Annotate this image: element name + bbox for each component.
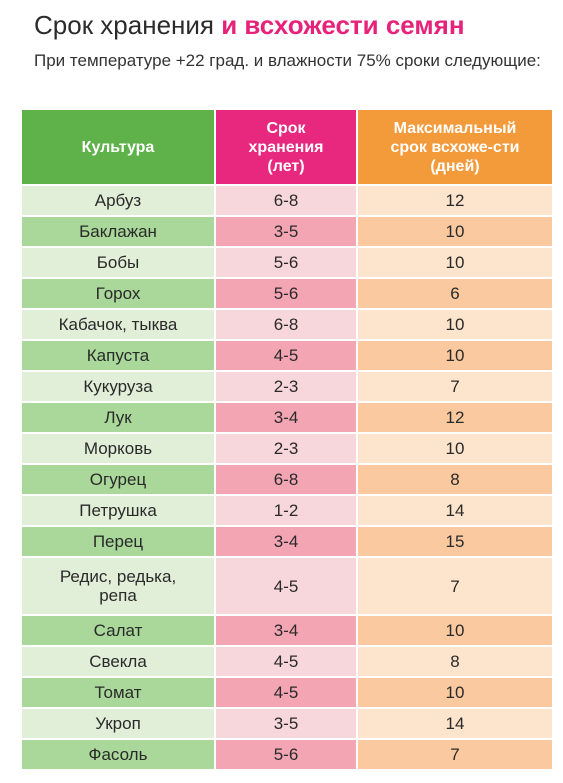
germination-days-cell: 8 bbox=[356, 463, 554, 496]
storage-years-cell: 2-3 bbox=[214, 370, 358, 403]
crop-cell: Петрушка bbox=[20, 494, 216, 527]
header-germination-days: Максимальный срок всхоже-сти (дней) bbox=[356, 108, 554, 186]
table-row: Петрушка 1-2 14 bbox=[20, 494, 554, 527]
storage-years-cell: 3-5 bbox=[214, 707, 358, 740]
table-row: Баклажан 3-5 10 bbox=[20, 215, 554, 248]
germination-days-cell: 15 bbox=[356, 525, 554, 558]
header-germination-days-text: Максимальный срок всхоже-сти (дней) bbox=[390, 119, 520, 175]
table-row: Кабачок, тыква 6-8 10 bbox=[20, 308, 554, 341]
table-row: Бобы 5-6 10 bbox=[20, 246, 554, 279]
header-storage-years: Срок хранения (лет) bbox=[214, 108, 358, 186]
header-crop: Культура bbox=[20, 108, 216, 186]
storage-years-cell: 1-2 bbox=[214, 494, 358, 527]
storage-years-cell: 4-5 bbox=[214, 339, 358, 372]
storage-years-cell: 5-6 bbox=[214, 246, 358, 279]
title-part-germination: и всхожести семян bbox=[221, 10, 465, 40]
table-row: Морковь 2-3 10 bbox=[20, 432, 554, 465]
seed-storage-table: Культура Срок хранения (лет) Максимальны… bbox=[20, 108, 554, 771]
crop-cell: Кабачок, тыква bbox=[20, 308, 216, 341]
crop-cell: Кукуруза bbox=[20, 370, 216, 403]
germination-days-cell: 10 bbox=[356, 215, 554, 248]
storage-years-cell: 3-4 bbox=[214, 525, 358, 558]
germination-days-cell: 6 bbox=[356, 277, 554, 310]
table-row: Фасоль 5-6 7 bbox=[20, 738, 554, 771]
table-row: Капуста 4-5 10 bbox=[20, 339, 554, 372]
germination-days-cell: 10 bbox=[356, 308, 554, 341]
storage-years-cell: 6-8 bbox=[214, 308, 358, 341]
storage-years-cell: 3-4 bbox=[214, 401, 358, 434]
germination-days-cell: 8 bbox=[356, 645, 554, 678]
table-row: Перец 3-4 15 bbox=[20, 525, 554, 558]
storage-years-cell: 5-6 bbox=[214, 277, 358, 310]
storage-years-cell: 4-5 bbox=[214, 556, 358, 616]
table-header-row: Культура Срок хранения (лет) Максимальны… bbox=[20, 108, 554, 186]
germination-days-cell: 10 bbox=[356, 432, 554, 465]
page-subtitle: При температуре +22 град. и влажности 75… bbox=[34, 51, 541, 70]
crop-cell: Капуста bbox=[20, 339, 216, 372]
crop-cell: Фасоль bbox=[20, 738, 216, 771]
storage-years-cell: 6-8 bbox=[214, 184, 358, 217]
table-row: Свекла 4-5 8 bbox=[20, 645, 554, 678]
table-row: Арбуз 6-8 12 bbox=[20, 184, 554, 217]
storage-years-cell: 3-5 bbox=[214, 215, 358, 248]
crop-cell: Свекла bbox=[20, 645, 216, 678]
table-row: Горох 5-6 6 bbox=[20, 277, 554, 310]
crop-cell: Редис, редька, репа bbox=[20, 556, 216, 616]
germination-days-cell: 14 bbox=[356, 494, 554, 527]
crop-cell: Огурец bbox=[20, 463, 216, 496]
storage-years-cell: 2-3 bbox=[214, 432, 358, 465]
crop-cell: Лук bbox=[20, 401, 216, 434]
crop-cell: Горох bbox=[20, 277, 216, 310]
page-title: Срок хранения и всхожести семян bbox=[34, 8, 465, 42]
germination-days-cell: 7 bbox=[356, 738, 554, 771]
germination-days-cell: 12 bbox=[356, 401, 554, 434]
germination-days-cell: 10 bbox=[356, 676, 554, 709]
storage-years-cell: 5-6 bbox=[214, 738, 358, 771]
crop-cell: Бобы bbox=[20, 246, 216, 279]
table-row: Кукуруза 2-3 7 bbox=[20, 370, 554, 403]
table-row: Салат 3-4 10 bbox=[20, 614, 554, 647]
storage-years-cell: 4-5 bbox=[214, 645, 358, 678]
germination-days-cell: 7 bbox=[356, 370, 554, 403]
table-body: Арбуз 6-8 12 Баклажан 3-5 10 Бобы 5-6 10 Горох 5-6… bbox=[20, 184, 554, 771]
storage-years-cell: 6-8 bbox=[214, 463, 358, 496]
table-row: Огурец 6-8 8 bbox=[20, 463, 554, 496]
title-part-storage: Срок хранения bbox=[34, 10, 222, 40]
table-row: Лук 3-4 12 bbox=[20, 401, 554, 434]
table-row: Укроп 3-5 14 bbox=[20, 707, 554, 740]
germination-days-cell: 7 bbox=[356, 556, 554, 616]
germination-days-cell: 10 bbox=[356, 614, 554, 647]
crop-cell: Арбуз bbox=[20, 184, 216, 217]
crop-cell: Перец bbox=[20, 525, 216, 558]
crop-cell: Томат bbox=[20, 676, 216, 709]
crop-cell: Салат bbox=[20, 614, 216, 647]
germination-days-cell: 14 bbox=[356, 707, 554, 740]
header-storage-years-text: Срок хранения (лет) bbox=[248, 119, 324, 175]
table-row: Редис, редька, репа 4-5 7 bbox=[20, 556, 554, 616]
crop-cell: Баклажан bbox=[20, 215, 216, 248]
storage-years-cell: 3-4 bbox=[214, 614, 358, 647]
table-row: Томат 4-5 10 bbox=[20, 676, 554, 709]
germination-days-cell: 10 bbox=[356, 246, 554, 279]
crop-cell: Укроп bbox=[20, 707, 216, 740]
germination-days-cell: 12 bbox=[356, 184, 554, 217]
germination-days-cell: 10 bbox=[356, 339, 554, 372]
crop-cell: Морковь bbox=[20, 432, 216, 465]
storage-years-cell: 4-5 bbox=[214, 676, 358, 709]
